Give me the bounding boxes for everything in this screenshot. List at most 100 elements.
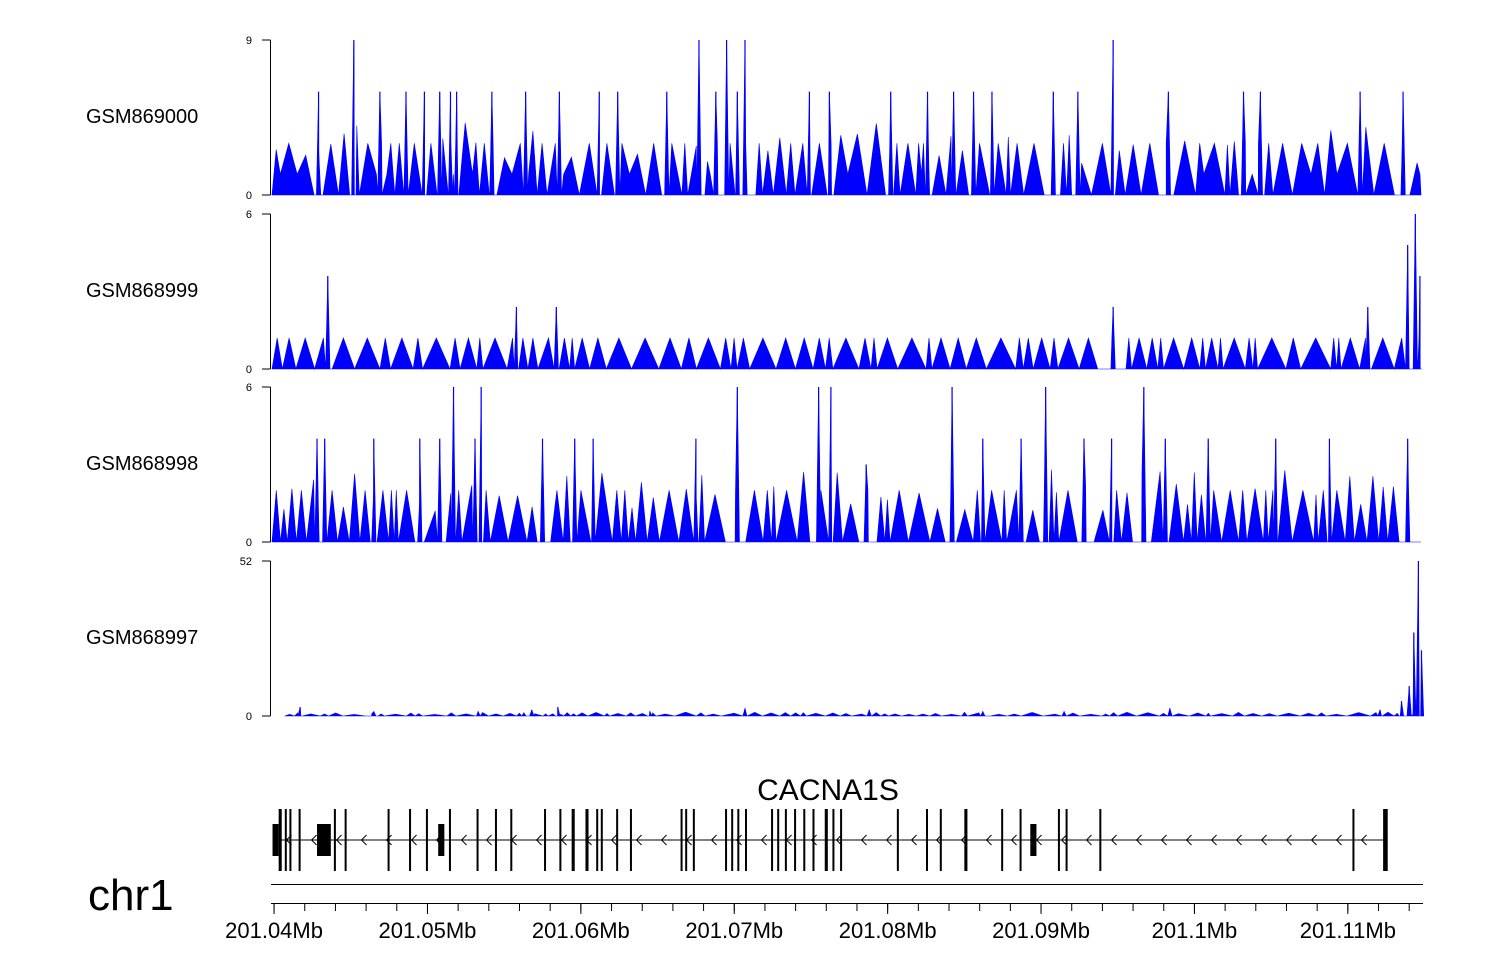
y-tick-label-min: 0 — [246, 711, 252, 723]
exon — [896, 809, 899, 871]
exon — [278, 809, 282, 871]
axis-tick-label: 201.11Mb — [1300, 918, 1396, 943]
exon — [571, 809, 575, 871]
exon — [1019, 809, 1022, 871]
strand-arrow — [1085, 834, 1092, 846]
strand-arrow — [1235, 834, 1242, 846]
data-tracks: GSM86900090GSM86899960GSM86899860GSM8689… — [86, 35, 1425, 723]
strand-arrow — [1185, 834, 1192, 846]
coverage-area — [271, 386, 1421, 543]
exon — [777, 809, 780, 871]
exon — [559, 809, 562, 871]
exon — [544, 809, 547, 871]
axis-tick-label: 201.09Mb — [992, 918, 1090, 943]
exon — [476, 809, 479, 871]
exon — [784, 809, 787, 871]
exon — [812, 809, 815, 871]
strand-arrow — [1160, 834, 1167, 846]
exon — [925, 809, 928, 871]
strand-arrow — [760, 834, 767, 846]
y-tick-label-min: 0 — [246, 364, 252, 376]
strand-arrow — [385, 834, 392, 846]
y-tick-label-max: 6 — [246, 209, 252, 221]
exon — [344, 809, 347, 871]
strand-arrow — [485, 834, 492, 846]
strand-arrow — [410, 834, 417, 846]
track-label: GSM869000 — [86, 106, 198, 128]
strand-arrow — [1285, 834, 1292, 846]
exon — [448, 809, 451, 871]
axis-tick-label: 201.04Mb — [225, 918, 323, 943]
strand-arrow — [1360, 834, 1367, 846]
track-GSM868999: GSM868999 6 0 — [86, 209, 1423, 376]
axis-tick-label: 201.05Mb — [379, 918, 477, 943]
exon — [1352, 809, 1355, 871]
exon — [510, 809, 513, 871]
strand-arrow — [1110, 834, 1117, 846]
exon — [585, 809, 589, 871]
track-label: GSM868999 — [86, 280, 198, 302]
strand-arrow — [660, 834, 667, 846]
strand-arrow — [985, 834, 992, 846]
exon — [824, 809, 828, 871]
exon — [1383, 809, 1386, 871]
strand-arrow — [460, 834, 467, 846]
exon — [317, 824, 331, 856]
strand-arrow — [710, 834, 717, 846]
strand-arrow — [835, 834, 842, 846]
exon — [1030, 824, 1037, 856]
strand-arrow — [560, 834, 567, 846]
track-GSM868998: GSM868998 6 0 — [86, 382, 1421, 549]
exon — [731, 809, 734, 871]
exon — [1001, 809, 1004, 871]
exon — [803, 809, 806, 871]
axis-tick-label: 201.1Mb — [1152, 918, 1238, 943]
track-GSM869000: GSM869000 9 0 — [86, 35, 1422, 202]
strand-arrow — [735, 834, 742, 846]
strand-arrow — [1060, 834, 1067, 846]
strand-arrow — [860, 834, 867, 846]
y-tick-label-max: 9 — [246, 35, 252, 47]
axis-tick-label: 201.07Mb — [685, 918, 783, 943]
axis-tick-label: 201.06Mb — [532, 918, 630, 943]
exon — [289, 809, 292, 871]
strand-arrow — [1210, 834, 1217, 846]
exon — [692, 809, 695, 871]
strand-arrow — [360, 834, 367, 846]
exon — [425, 809, 428, 871]
exon — [596, 809, 599, 871]
track-GSM868997: GSM868997 52 0 — [86, 556, 1425, 723]
coverage-area — [271, 39, 1422, 197]
exon — [1384, 809, 1388, 871]
exon — [680, 809, 683, 871]
y-tick-label-min: 0 — [246, 537, 252, 549]
gene-name-label: CACNA1S — [757, 774, 899, 807]
exon — [744, 809, 747, 871]
exon — [272, 824, 279, 856]
exon — [1057, 809, 1060, 871]
exon — [629, 809, 632, 871]
strand-arrow — [635, 834, 642, 846]
exon — [832, 809, 835, 871]
exon — [494, 809, 497, 871]
strand-arrow — [610, 834, 617, 846]
chromosome-label: chr1 — [88, 871, 174, 920]
strand-arrow — [1135, 834, 1142, 846]
gene-model — [272, 809, 1388, 871]
strand-arrow — [310, 834, 317, 846]
exon — [737, 809, 740, 871]
strand-arrow — [885, 834, 892, 846]
exon — [1065, 809, 1068, 871]
track-label: GSM868997 — [86, 627, 198, 649]
genome-axis: chr1 201.04Mb 201.05Mb 201.06Mb 201.07Mb 201… — [88, 871, 1423, 943]
exon — [387, 809, 390, 871]
gene-annotation-track: CACNA1S — [272, 774, 1388, 871]
strand-arrow — [910, 834, 917, 846]
exon — [1099, 809, 1102, 871]
exon — [771, 809, 774, 871]
exon — [298, 809, 301, 871]
coverage-area — [271, 213, 1423, 371]
strand-arrow — [1335, 834, 1342, 846]
strand-arrow — [335, 834, 342, 846]
exon — [409, 809, 412, 871]
